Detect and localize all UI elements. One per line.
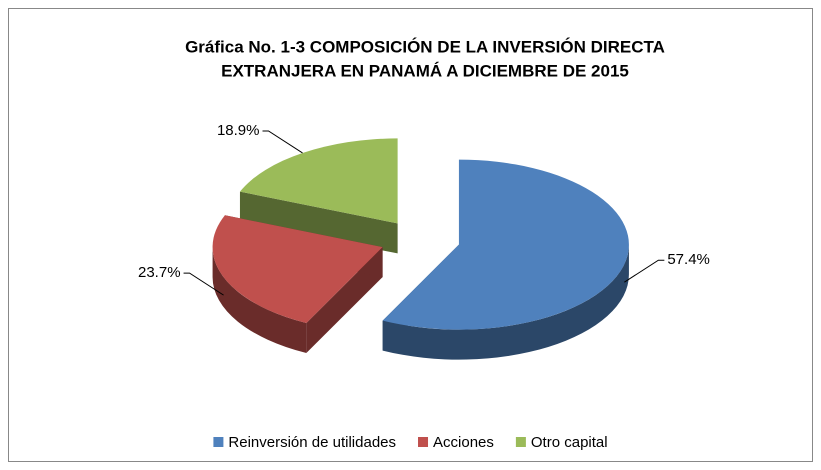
data-label: 57.4% [667,251,710,268]
leader-line [624,259,665,283]
slice-side [382,244,629,360]
leader-line [262,130,303,154]
chart-border [8,8,813,462]
legend-label: Acciones [433,434,494,451]
chart-title: EXTRANJERA EN PANAMÁ A DICIEMBRE DE 2015 [221,61,629,80]
slice [212,215,383,354]
slice-side [306,247,383,354]
slice [382,159,629,360]
legend: Reinversión de utilidades Acciones Otro ca… [213,434,608,451]
legend-swatch [213,437,224,447]
legend-label: Reinversión de utilidades [228,434,396,451]
slice-side [212,247,307,354]
leader-line [183,272,224,296]
legend-swatch [515,437,526,447]
legend-swatch [418,437,429,447]
slice-top [382,159,629,330]
chart-title: Gráfica No. 1-3 COMPOSICIÓN DE LA INVERS… [185,37,665,56]
slice-side [239,191,398,254]
slice-top [239,138,398,224]
legend-label: Otro capital [531,434,608,451]
data-label: 18.9% [217,122,260,139]
slice [239,138,398,254]
data-label: 23.7% [138,264,181,281]
slice-top [212,215,383,324]
